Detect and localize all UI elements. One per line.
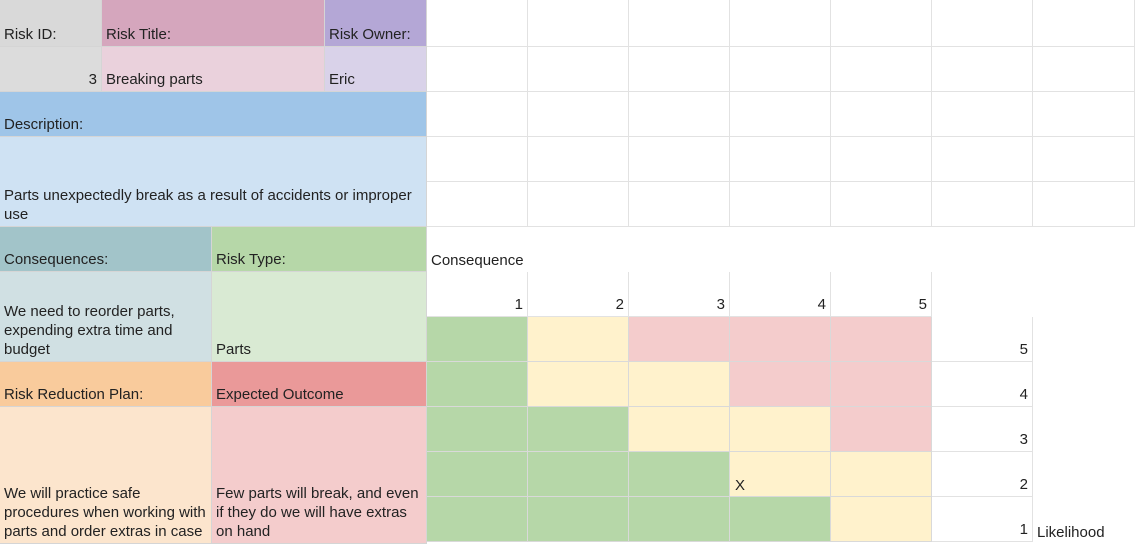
empty-cell[interactable]	[427, 137, 528, 182]
matrix-cell-green[interactable]	[528, 497, 629, 542]
empty-cell[interactable]	[730, 137, 831, 182]
matrix-cell-red[interactable]	[831, 362, 932, 407]
empty-cell[interactable]	[629, 137, 730, 182]
empty-cell[interactable]	[932, 137, 1033, 182]
empty-cell[interactable]	[1033, 182, 1135, 227]
empty-cell[interactable]	[831, 182, 932, 227]
matrix-cell-green[interactable]	[427, 362, 528, 407]
empty-cell[interactable]	[629, 92, 730, 137]
matrix-cell-green[interactable]	[427, 317, 528, 362]
risk-type-label: Risk Type:	[212, 227, 427, 272]
matrix-cell-yellow[interactable]	[528, 362, 629, 407]
empty-cell[interactable]	[831, 47, 932, 92]
empty-cell[interactable]	[1033, 0, 1135, 47]
consequence-tick: 4	[730, 272, 831, 317]
likelihood-axis-label: Likelihood	[1037, 524, 1105, 541]
consequence-tick: 2	[528, 272, 629, 317]
empty-cell[interactable]	[1033, 137, 1135, 182]
empty-cell[interactable]	[730, 47, 831, 92]
empty-cell[interactable]	[1033, 47, 1135, 92]
empty-cell[interactable]	[427, 47, 528, 92]
empty-cell[interactable]	[629, 182, 730, 227]
matrix-cell-red[interactable]	[730, 317, 831, 362]
expected-outcome-value[interactable]: Few parts will break, and even if they d…	[212, 407, 427, 544]
likelihood-tick: 4	[932, 362, 1033, 407]
matrix-cell-yellow[interactable]	[629, 362, 730, 407]
empty-cell[interactable]	[427, 182, 528, 227]
likelihood-tick: 2	[932, 452, 1033, 497]
empty-cell[interactable]	[932, 0, 1033, 47]
matrix-cell-red[interactable]	[831, 407, 932, 452]
risk-reduction-label: Risk Reduction Plan:	[0, 362, 212, 407]
empty-cell[interactable]	[831, 137, 932, 182]
consequence-tick: 1	[427, 272, 528, 317]
matrix-cell-green[interactable]	[730, 497, 831, 542]
expected-outcome-label: Expected Outcome	[212, 362, 427, 407]
risk-title-label: Risk Title:	[102, 0, 325, 47]
empty-cell[interactable]	[528, 0, 629, 47]
risk-owner-value[interactable]: Eric	[325, 47, 427, 92]
consequence-tick: 5	[831, 272, 932, 317]
likelihood-tick: 1	[932, 497, 1033, 542]
empty-cell[interactable]	[528, 92, 629, 137]
matrix-cell-green[interactable]	[528, 452, 629, 497]
empty-cell[interactable]	[730, 0, 831, 47]
risk-id-value[interactable]: 3	[0, 47, 102, 92]
matrix-cell-yellow[interactable]	[629, 407, 730, 452]
matrix-cell-yellow[interactable]: X	[730, 452, 831, 497]
risk-marker: X	[735, 477, 746, 494]
consequences-value[interactable]: We need to reorder parts, expending extr…	[0, 272, 212, 362]
likelihood-tick: 5	[932, 317, 1033, 362]
empty-cell[interactable]	[528, 182, 629, 227]
empty-cell[interactable]	[528, 47, 629, 92]
empty-cell[interactable]	[932, 182, 1033, 227]
empty-cell[interactable]	[427, 92, 528, 137]
matrix-cell-yellow[interactable]	[730, 407, 831, 452]
empty-cell[interactable]	[1033, 92, 1135, 137]
matrix-cell-yellow[interactable]	[528, 317, 629, 362]
consequence-tick: 3	[629, 272, 730, 317]
matrix-cell-green[interactable]	[427, 452, 528, 497]
description-label: Description:	[0, 92, 427, 137]
matrix-cell-green[interactable]	[427, 497, 528, 542]
empty-cell[interactable]	[427, 0, 528, 47]
consequence-axis-label: Consequence	[431, 252, 524, 269]
matrix-cell-green[interactable]	[528, 407, 629, 452]
empty-cell[interactable]	[932, 92, 1033, 137]
likelihood-tick: 3	[932, 407, 1033, 452]
matrix-cell-red[interactable]	[831, 317, 932, 362]
risk-type-value[interactable]: Parts	[212, 272, 427, 362]
matrix-cell-green[interactable]	[427, 407, 528, 452]
empty-cell[interactable]	[629, 47, 730, 92]
consequences-label: Consequences:	[0, 227, 212, 272]
matrix-cell-yellow[interactable]	[831, 452, 932, 497]
matrix-cell-yellow[interactable]	[831, 497, 932, 542]
empty-cell[interactable]	[730, 182, 831, 227]
empty-cell[interactable]	[528, 137, 629, 182]
empty-cell[interactable]	[831, 92, 932, 137]
empty-cell[interactable]	[831, 0, 932, 47]
risk-title-value[interactable]: Breaking parts	[102, 47, 325, 92]
empty-cell[interactable]	[730, 92, 831, 137]
empty-cell[interactable]	[932, 47, 1033, 92]
matrix-cell-red[interactable]	[629, 317, 730, 362]
matrix-cell-red[interactable]	[730, 362, 831, 407]
description-value[interactable]: Parts unexpectedly break as a result of …	[0, 137, 427, 227]
risk-owner-label: Risk Owner:	[325, 0, 427, 47]
matrix-cell-green[interactable]	[629, 452, 730, 497]
empty-cell[interactable]	[629, 0, 730, 47]
risk-id-label: Risk ID:	[0, 0, 102, 47]
risk-reduction-value[interactable]: We will practice safe procedures when wo…	[0, 407, 212, 544]
matrix-cell-green[interactable]	[629, 497, 730, 542]
